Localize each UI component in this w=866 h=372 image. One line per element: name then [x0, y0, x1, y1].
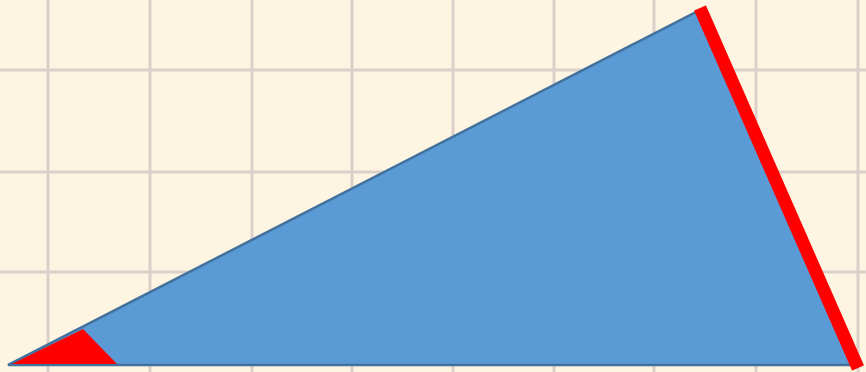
highlighted-angle-wedge: [12, 329, 117, 364]
highlighted-opposite-side: [694, 5, 864, 371]
